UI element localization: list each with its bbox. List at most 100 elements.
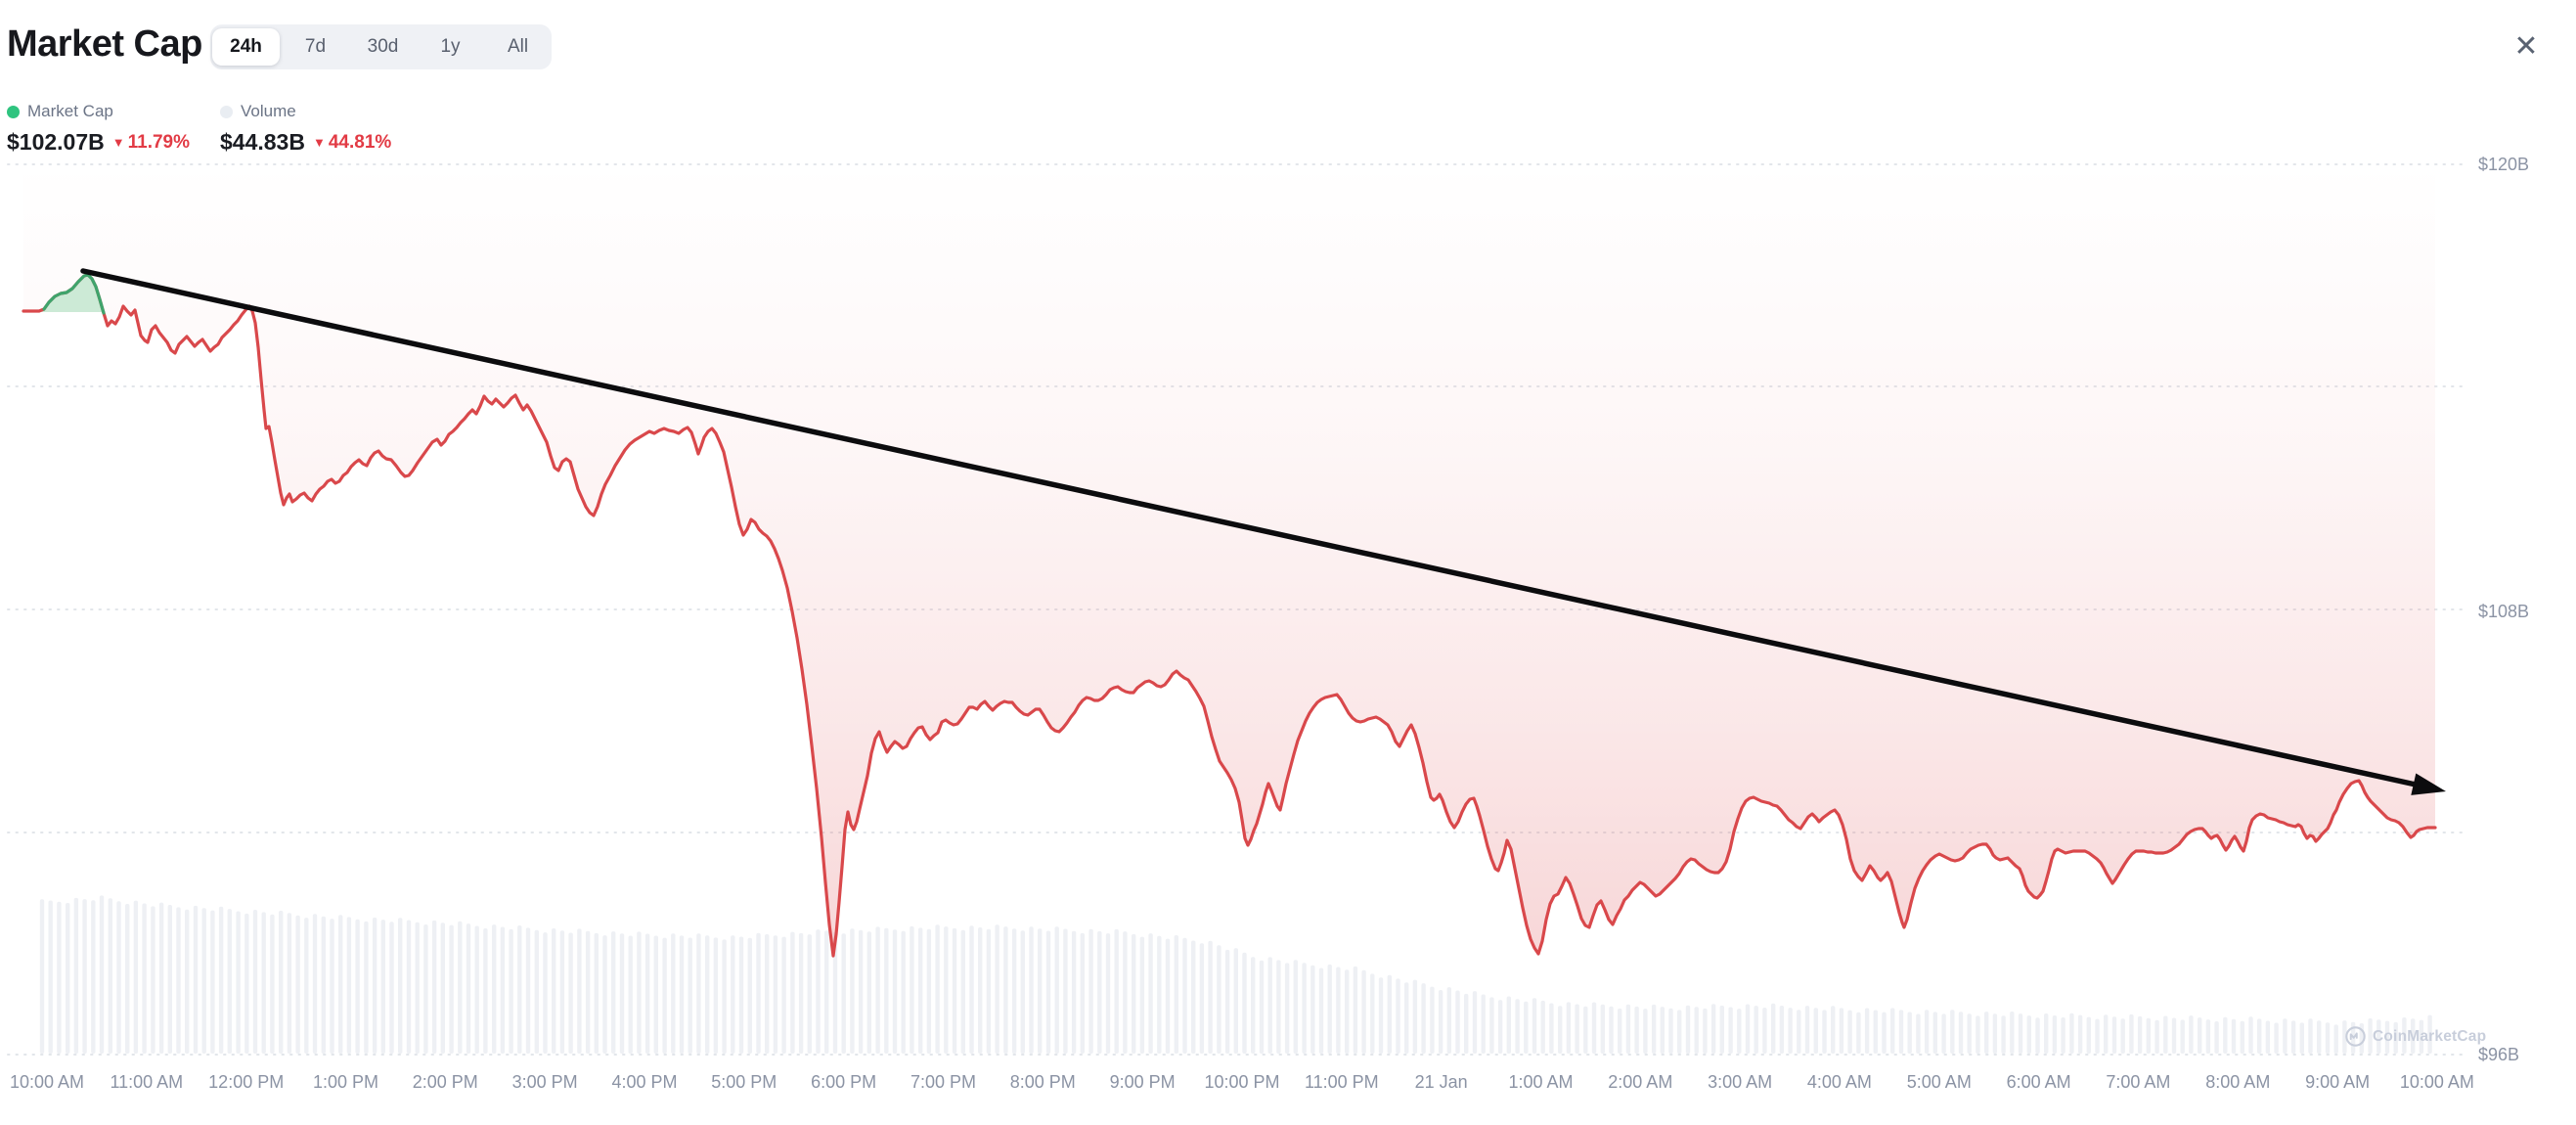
volume-bar: [2018, 1013, 2023, 1054]
volume-bar: [1489, 997, 1494, 1054]
volume-bar: [1668, 1008, 1673, 1054]
volume-bar: [193, 905, 199, 1054]
volume-bar: [415, 922, 420, 1054]
volume-bar: [398, 918, 403, 1054]
x-axis-label: 11:00 PM: [1305, 1072, 1379, 1092]
volume-bar: [1404, 982, 1409, 1054]
volume-bar: [790, 931, 795, 1054]
volume-bar: [1907, 1012, 1912, 1054]
close-button[interactable]: ✕: [2506, 25, 2547, 67]
volume-bar: [1788, 1008, 1793, 1054]
volume-bar: [2402, 1017, 2407, 1054]
watermark: CoinMarketCap: [2345, 1026, 2486, 1047]
volume-bar: [1148, 933, 1153, 1054]
volume-bar: [509, 928, 513, 1054]
volume-bar: [952, 927, 957, 1054]
volume-bar: [2052, 1015, 2058, 1054]
volume-bar: [2205, 1019, 2211, 1054]
volume-bar: [1361, 969, 1366, 1054]
volume-bar: [304, 918, 309, 1054]
volume-bar: [279, 910, 284, 1054]
volume-bar: [116, 901, 121, 1054]
volume-bar: [1566, 1002, 1572, 1054]
change-percent: 44.81%: [328, 131, 392, 153]
volume-bar: [1378, 977, 1384, 1054]
volume-bar: [2308, 1018, 2313, 1054]
y-axis-label: $108B: [2478, 602, 2529, 621]
volume-bar: [2086, 1016, 2091, 1054]
tab-1y[interactable]: 1y: [417, 24, 484, 69]
market-cap-stat: $102.07B ▼ 11.79%: [7, 129, 220, 156]
volume-bar: [671, 933, 676, 1054]
volume-bar: [602, 935, 607, 1054]
legend-item-market-cap[interactable]: Market Cap: [7, 102, 220, 121]
tab-all[interactable]: All: [484, 24, 552, 69]
volume-bar: [1898, 1010, 1904, 1054]
volume-bar: [1625, 1004, 1631, 1054]
volume-bar: [552, 928, 556, 1054]
volume-bar: [431, 920, 437, 1054]
volume-bar: [1242, 952, 1247, 1054]
volume-bar: [1224, 949, 1230, 1054]
volume-bar: [978, 927, 983, 1054]
volume-bar: [1941, 1013, 1946, 1054]
market-cap-area-fill: [23, 164, 2435, 956]
volume-bar: [380, 920, 385, 1054]
volume-bar: [108, 898, 112, 1054]
volume-bar: [816, 929, 821, 1054]
volume-bar: [1677, 1010, 1682, 1054]
legend-label: Volume: [241, 102, 296, 120]
volume-bar: [1233, 948, 1238, 1054]
volume-bar: [585, 930, 591, 1054]
tab-24h[interactable]: 24h: [212, 28, 280, 66]
volume-bar: [850, 928, 855, 1054]
volume-bar: [1174, 935, 1178, 1054]
legend-dot-icon: [220, 105, 233, 118]
volume-bar: [492, 924, 497, 1054]
volume-bar: [1251, 957, 1256, 1054]
legend-item-volume[interactable]: Volume: [220, 102, 296, 121]
volume-bar: [517, 925, 522, 1054]
volume-bar: [1165, 938, 1171, 1054]
volume-bar: [944, 926, 949, 1054]
volume-bar: [1660, 1007, 1665, 1054]
volume-bar: [2077, 1014, 2083, 1054]
volume-bar: [1703, 1008, 1708, 1054]
volume-bar: [1916, 1013, 1921, 1054]
tab-30d[interactable]: 30d: [349, 24, 417, 69]
volume-bar: [2240, 1020, 2244, 1054]
volume-bar: [483, 928, 488, 1054]
volume-bar: [2376, 1019, 2381, 1054]
volume-bar: [1327, 964, 1332, 1054]
volume-bar: [2214, 1021, 2219, 1054]
volume-bar: [1804, 1006, 1810, 1054]
volume-bar: [1779, 1006, 1785, 1054]
x-axis-label: 3:00 PM: [512, 1072, 578, 1092]
watermark-text: CoinMarketCap: [2373, 1027, 2487, 1045]
volume-bar: [2104, 1014, 2109, 1054]
volume-bar: [261, 912, 266, 1054]
volume-bar: [1651, 1004, 1657, 1054]
tab-7d[interactable]: 7d: [282, 24, 349, 69]
volume-bar: [364, 921, 369, 1054]
volume-bar: [1932, 1012, 1937, 1054]
volume-bar: [798, 932, 804, 1054]
volume-bar: [1634, 1006, 1639, 1054]
market-cap-value: $102.07B: [7, 129, 105, 155]
volume-bar: [2044, 1013, 2049, 1054]
volume-bar: [2231, 1018, 2237, 1054]
volume-bar: [1336, 967, 1341, 1054]
volume-bar: [1267, 957, 1272, 1054]
volume-bar: [1464, 993, 1469, 1054]
x-axis-label: 10:00 PM: [1204, 1072, 1279, 1092]
volume-bar: [1088, 928, 1093, 1054]
volume-bar: [875, 926, 880, 1054]
volume-bar: [1754, 1006, 1758, 1054]
x-axis-label: 1:00 PM: [313, 1072, 378, 1092]
volume-bar: [1737, 1009, 1742, 1054]
volume-bar: [2154, 1019, 2159, 1054]
x-axis-label: 8:00 AM: [2205, 1072, 2270, 1092]
volume-bar: [1643, 1009, 1648, 1054]
market-cap-line[interactable]: [22, 273, 2437, 958]
trend-line[interactable]: [80, 268, 2419, 788]
